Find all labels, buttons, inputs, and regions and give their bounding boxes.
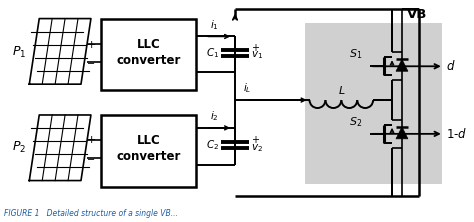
Text: $+$: $+$ (251, 134, 260, 145)
Bar (305, 23, 442, 184)
Text: $-$: $-$ (86, 57, 95, 67)
Text: $\it{v}_2$: $\it{v}_2$ (251, 142, 263, 154)
Text: LLC
converter: LLC converter (117, 38, 181, 67)
Text: $\it{S}_2$: $\it{S}_2$ (349, 115, 362, 129)
Text: $\it{C}_1$: $\it{C}_1$ (206, 46, 219, 60)
Text: $-$: $-$ (86, 153, 95, 163)
Polygon shape (396, 127, 408, 139)
Text: $1$-$\it{d}$: $1$-$\it{d}$ (446, 127, 467, 141)
Text: $\it{P}_2$: $\it{P}_2$ (12, 140, 27, 155)
Text: FIGURE 1   Detailed structure of a single VB...: FIGURE 1 Detailed structure of a single … (4, 209, 178, 218)
Text: $\it{L}$: $\it{L}$ (337, 84, 345, 96)
Text: $\it{i}_2$: $\it{i}_2$ (210, 109, 219, 123)
Polygon shape (396, 59, 408, 71)
Text: LLC
converter: LLC converter (117, 134, 181, 163)
Text: VB: VB (407, 8, 427, 21)
Text: $\it{P}_1$: $\it{P}_1$ (12, 45, 27, 60)
Text: $+$: $+$ (86, 39, 96, 50)
Bar (101, 19, 196, 90)
Text: $\it{v}_1$: $\it{v}_1$ (251, 50, 263, 61)
Bar (101, 115, 196, 186)
Text: $\it{i}_L$: $\it{i}_L$ (243, 81, 251, 95)
Text: $\it{d}$: $\it{d}$ (446, 59, 455, 73)
Text: $\it{S}_1$: $\it{S}_1$ (349, 48, 362, 61)
Text: $\it{i}_1$: $\it{i}_1$ (210, 18, 219, 32)
Text: $+$: $+$ (251, 42, 260, 53)
Text: $+$: $+$ (86, 134, 96, 145)
Text: $\it{C}_2$: $\it{C}_2$ (206, 138, 219, 152)
